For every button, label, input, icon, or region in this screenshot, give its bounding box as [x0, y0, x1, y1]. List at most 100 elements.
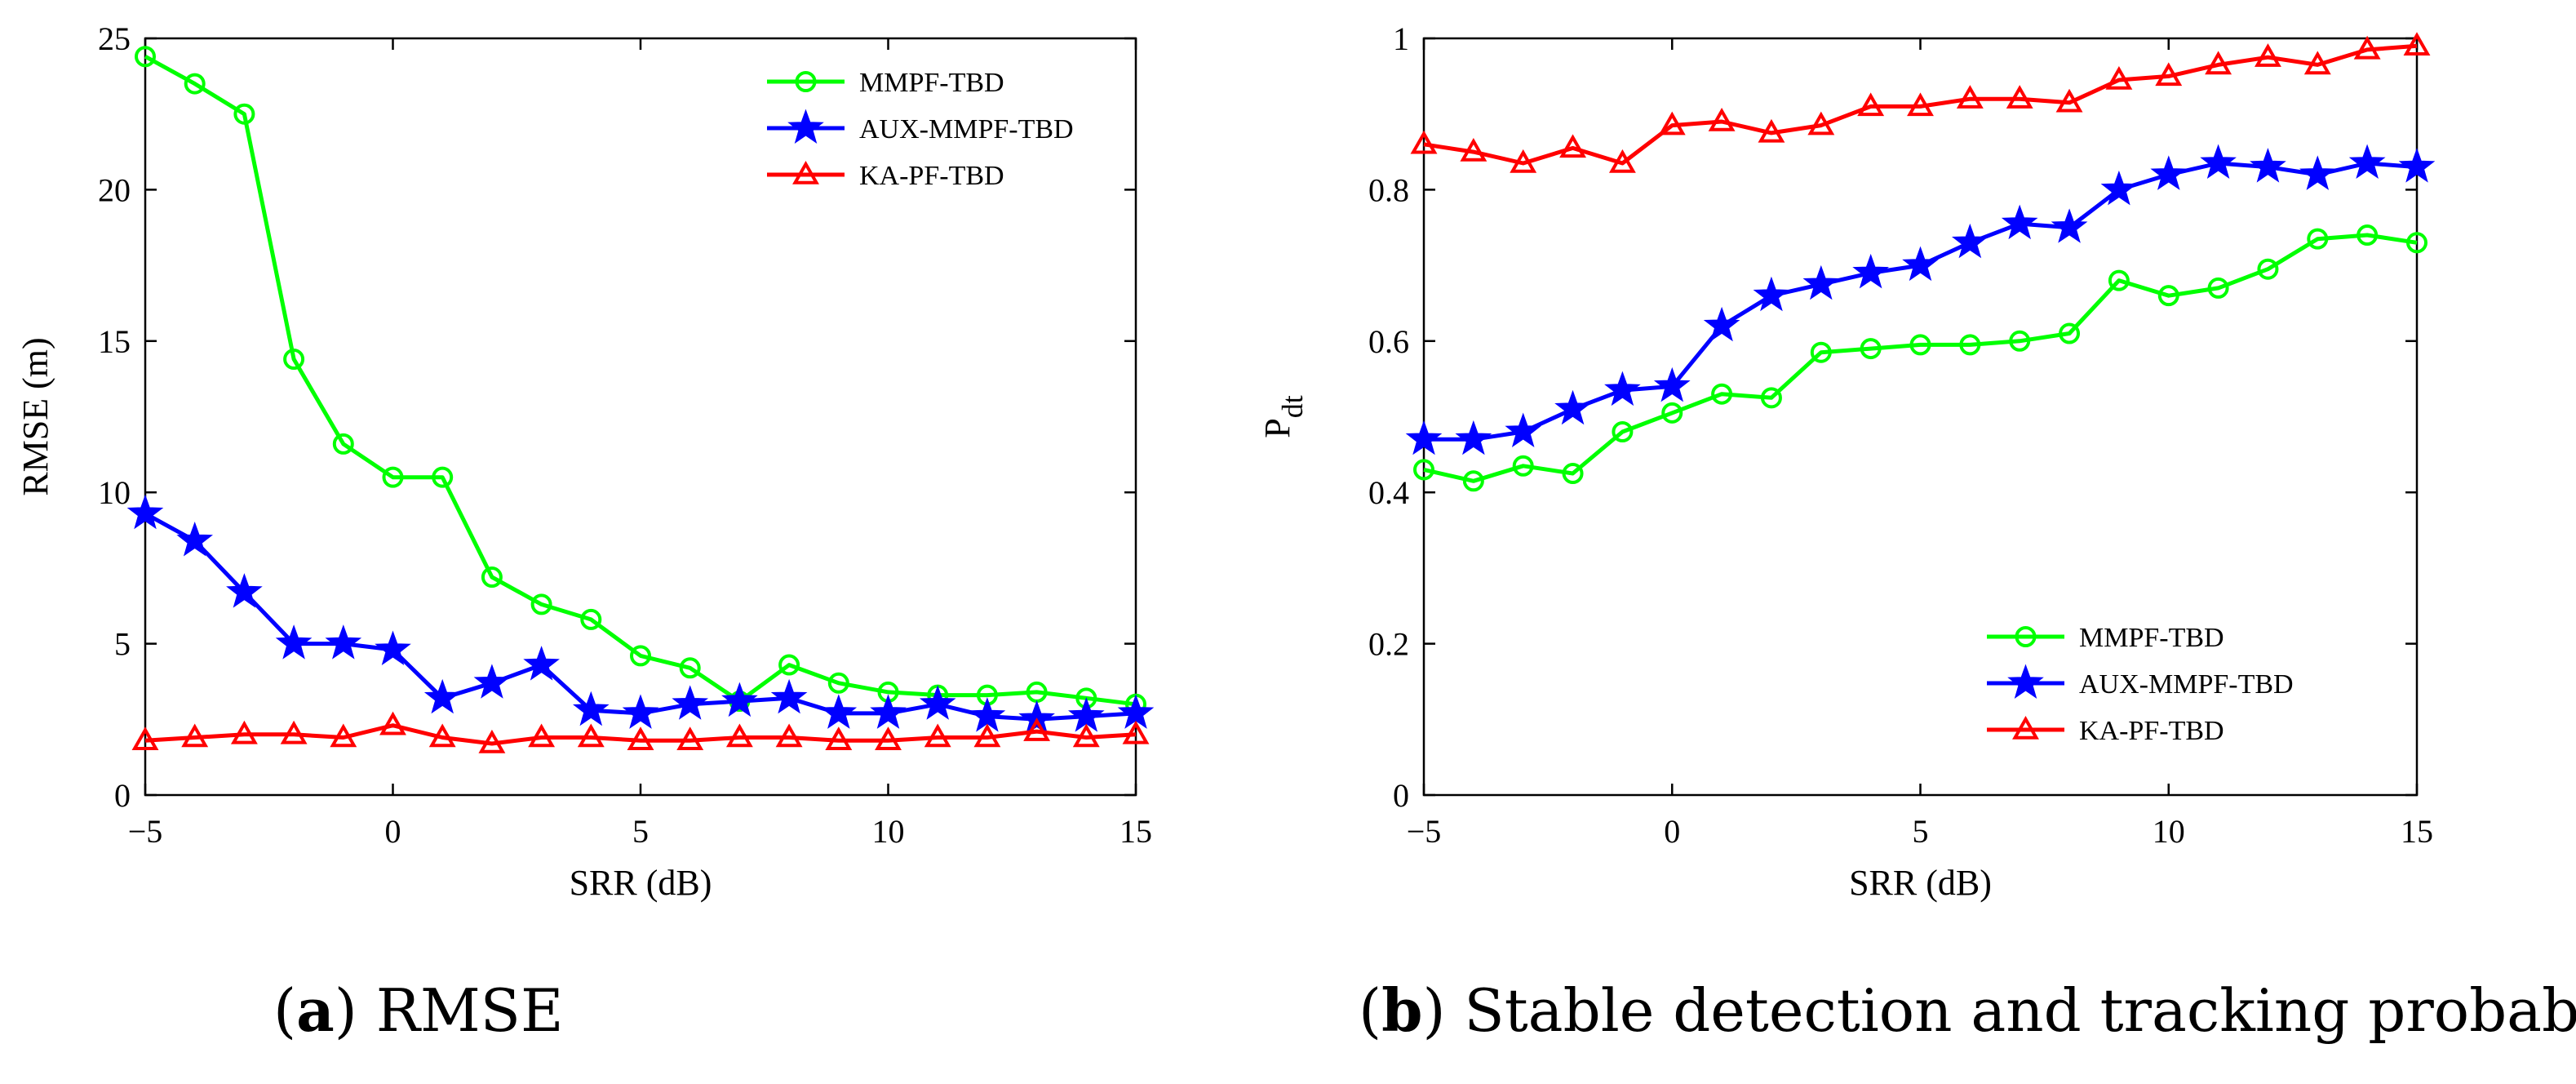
data-point	[1703, 306, 1740, 342]
data-point	[1559, 134, 1586, 158]
data-point	[2006, 85, 2033, 109]
data-point	[1462, 470, 1484, 492]
caption-b-label: b	[1381, 975, 1423, 1045]
x-tick-label: 15	[1120, 813, 1152, 850]
data-point	[2250, 148, 2286, 183]
data-point	[1907, 92, 1934, 117]
y-tick-label: 10	[98, 474, 131, 511]
y-tick-label: 0	[1393, 777, 1409, 814]
data-point	[325, 624, 362, 660]
legend: MMPF-TBD AUX-MMPF-TBD KA-PF-TBD	[1987, 623, 2294, 746]
data-point	[1562, 463, 1584, 485]
data-point	[473, 664, 511, 699]
data-point	[725, 723, 753, 748]
data-point	[1810, 341, 1832, 363]
data-point	[1758, 118, 1785, 143]
data-point	[1658, 111, 1686, 136]
data-point	[2207, 277, 2229, 299]
data-point	[2055, 88, 2083, 113]
data-point	[530, 593, 552, 615]
data-point	[1510, 149, 1537, 173]
data-point	[2205, 51, 2232, 75]
data-point	[1023, 717, 1051, 741]
y-tick-label: 20	[98, 171, 131, 208]
data-point	[875, 726, 902, 751]
data-point	[2100, 170, 2138, 206]
x-tick-label: 0	[385, 813, 401, 850]
data-point	[1653, 367, 1691, 402]
data-point	[1410, 130, 1438, 154]
data-point	[2155, 62, 2183, 87]
x-axis-label: SRR (dB)	[570, 863, 712, 903]
data-point	[1505, 412, 1542, 447]
data-point	[275, 624, 313, 660]
legend-marker	[795, 71, 817, 92]
legend-label: KA-PF-TBD	[2079, 716, 2224, 746]
legend-label: AUX-MMPF-TBD	[2079, 669, 2294, 700]
data-point	[627, 726, 654, 751]
y-tick-label: 0.8	[1368, 171, 1409, 208]
data-point	[523, 646, 560, 681]
data-point	[2406, 232, 2427, 254]
data-point	[580, 608, 602, 630]
data-point	[672, 685, 709, 720]
data-point	[820, 694, 858, 729]
data-point	[1860, 338, 1882, 360]
data-point	[432, 466, 454, 488]
data-point	[181, 723, 209, 748]
data-point	[135, 46, 156, 68]
data-point	[332, 433, 354, 455]
data-point	[870, 694, 907, 729]
data-point	[2398, 148, 2436, 183]
data-point	[2299, 155, 2336, 190]
y-axis-label-subscript: dt	[1276, 395, 1309, 418]
data-point	[2255, 43, 2281, 67]
x-axis-label: SRR (dB)	[1849, 863, 1992, 903]
y-tick-label: 5	[114, 626, 131, 663]
data-point	[1512, 455, 1534, 477]
data-point	[577, 723, 605, 748]
series-line	[144, 723, 1137, 746]
data-point	[630, 645, 651, 667]
data-point	[2001, 204, 2038, 240]
series-line	[1423, 43, 2418, 166]
series-ka-pf-tbd	[131, 711, 1150, 753]
data-point	[1661, 402, 1683, 424]
data-point	[131, 726, 159, 751]
data-point	[2353, 35, 2381, 60]
data-point	[1807, 111, 1835, 136]
data-point	[1604, 371, 1641, 406]
data-point	[973, 723, 1001, 748]
legend-marker	[792, 160, 819, 184]
y-tick-label: 0.4	[1368, 474, 1409, 511]
data-point	[2348, 144, 2386, 179]
data-point	[382, 466, 404, 488]
y-tick-label: 0	[114, 777, 131, 814]
data-point	[176, 522, 213, 557]
data-point	[428, 723, 456, 748]
data-point	[1753, 276, 1790, 312]
caption-b: (b) Stable detection and tracking probab…	[1359, 975, 2576, 1045]
data-point	[184, 73, 206, 95]
x-tick-label: 5	[1913, 813, 1929, 850]
data-point	[126, 494, 164, 530]
data-point	[2307, 228, 2329, 250]
caption-a: (a) RMSE	[273, 975, 564, 1045]
data-point	[1711, 383, 1733, 405]
data-point	[1760, 387, 1782, 409]
y-axis-label: Pdt	[1257, 395, 1309, 438]
series-line	[144, 512, 1137, 722]
data-point	[919, 685, 956, 720]
data-point	[1708, 107, 1736, 131]
data-point	[233, 103, 255, 125]
caption-b-text: Stable detection and tracking probabilit…	[1464, 976, 2576, 1045]
data-point	[379, 711, 406, 735]
data-point	[1455, 420, 1492, 455]
legend-marker	[787, 109, 824, 144]
data-point	[573, 691, 610, 726]
y-tick-label: 15	[98, 323, 131, 360]
data-point	[924, 723, 951, 748]
legend-label: MMPF-TBD	[859, 68, 1004, 98]
data-point	[827, 672, 849, 694]
